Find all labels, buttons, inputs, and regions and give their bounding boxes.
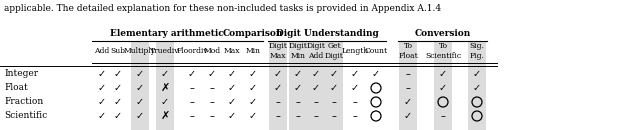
Text: ✓: ✓ <box>312 83 320 93</box>
Text: Length: Length <box>341 47 369 55</box>
Text: Digit
Add: Digit Add <box>307 42 325 60</box>
Text: Comparison: Comparison <box>223 28 283 37</box>
Text: ✓: ✓ <box>136 69 144 79</box>
Text: Scientific: Scientific <box>4 112 47 121</box>
Text: ✓: ✓ <box>473 83 481 93</box>
Text: –: – <box>276 111 280 121</box>
Text: Floordiv: Floordiv <box>176 47 208 55</box>
Text: Integer: Integer <box>4 70 38 79</box>
Text: ✓: ✓ <box>136 97 144 107</box>
Text: ✓: ✓ <box>98 83 106 93</box>
Text: ✓: ✓ <box>98 111 106 121</box>
FancyBboxPatch shape <box>434 41 452 130</box>
Text: Digit Understanding: Digit Understanding <box>276 28 378 37</box>
Text: ✓: ✓ <box>249 69 257 79</box>
Text: –: – <box>332 111 337 121</box>
Text: Min: Min <box>246 47 260 55</box>
Text: ✓: ✓ <box>228 111 236 121</box>
Text: ✓: ✓ <box>274 83 282 93</box>
Text: –: – <box>406 83 410 93</box>
Text: ✓: ✓ <box>404 97 412 107</box>
Text: ✓: ✓ <box>161 69 169 79</box>
Text: ✓: ✓ <box>439 83 447 93</box>
Text: ✓: ✓ <box>188 69 196 79</box>
Text: ✓: ✓ <box>473 69 481 79</box>
FancyBboxPatch shape <box>399 41 417 130</box>
FancyBboxPatch shape <box>307 41 325 130</box>
Text: Fraction: Fraction <box>4 98 44 106</box>
Text: ✓: ✓ <box>404 111 412 121</box>
Text: Multiply: Multiply <box>124 47 156 55</box>
Text: –: – <box>276 97 280 107</box>
Text: applicable. The detailed explanation for these non-included tasks is provided in: applicable. The detailed explanation for… <box>4 4 441 12</box>
Text: –: – <box>406 69 410 79</box>
Text: Elementary arithmetic: Elementary arithmetic <box>110 28 224 37</box>
Text: Truediv: Truediv <box>150 47 180 55</box>
Text: ✓: ✓ <box>372 69 380 79</box>
FancyBboxPatch shape <box>156 41 174 130</box>
Text: Get
Digit: Get Digit <box>324 42 344 60</box>
Text: Digit
Max: Digit Max <box>269 42 287 60</box>
Text: –: – <box>314 111 319 121</box>
Text: ✓: ✓ <box>330 83 338 93</box>
Text: –: – <box>314 97 319 107</box>
Text: –: – <box>353 111 357 121</box>
Text: ✓: ✓ <box>249 97 257 107</box>
Text: ✓: ✓ <box>249 83 257 93</box>
Text: Float: Float <box>4 83 28 93</box>
Text: ✓: ✓ <box>208 69 216 79</box>
Text: ✓: ✓ <box>228 83 236 93</box>
Text: ✓: ✓ <box>351 69 359 79</box>
Text: Conversion: Conversion <box>414 28 470 37</box>
Text: –: – <box>209 83 214 93</box>
Text: ✓: ✓ <box>114 69 122 79</box>
Text: –: – <box>189 83 195 93</box>
Text: ✓: ✓ <box>136 83 144 93</box>
FancyBboxPatch shape <box>289 41 307 130</box>
Text: –: – <box>189 97 195 107</box>
Text: –: – <box>332 97 337 107</box>
Text: Max: Max <box>224 47 240 55</box>
Text: Sub: Sub <box>111 47 125 55</box>
FancyBboxPatch shape <box>131 41 149 130</box>
FancyBboxPatch shape <box>325 41 343 130</box>
Text: Sig.
Fig.: Sig. Fig. <box>470 42 484 60</box>
Text: ✗: ✗ <box>160 111 170 121</box>
Text: –: – <box>209 111 214 121</box>
Text: ✓: ✓ <box>161 97 169 107</box>
Text: ✓: ✓ <box>294 69 302 79</box>
Text: ✓: ✓ <box>98 69 106 79</box>
FancyBboxPatch shape <box>269 41 287 130</box>
Text: Digit
Min: Digit Min <box>289 42 307 60</box>
Text: ✓: ✓ <box>312 69 320 79</box>
Text: ✓: ✓ <box>330 69 338 79</box>
Text: ✓: ✓ <box>114 83 122 93</box>
Text: ✓: ✓ <box>114 111 122 121</box>
Text: ✓: ✓ <box>351 83 359 93</box>
Text: ✗: ✗ <box>160 83 170 93</box>
Text: –: – <box>353 97 357 107</box>
Text: Add: Add <box>94 47 109 55</box>
Text: ✓: ✓ <box>249 111 257 121</box>
Text: To
Float: To Float <box>398 42 418 60</box>
Text: –: – <box>209 97 214 107</box>
Text: ✓: ✓ <box>228 69 236 79</box>
Text: ✓: ✓ <box>98 97 106 107</box>
Text: ✓: ✓ <box>439 69 447 79</box>
Text: ✓: ✓ <box>294 83 302 93</box>
Text: ✓: ✓ <box>274 69 282 79</box>
Text: ✓: ✓ <box>136 111 144 121</box>
Text: Count: Count <box>364 47 388 55</box>
Text: –: – <box>296 97 300 107</box>
Text: –: – <box>440 111 445 121</box>
Text: –: – <box>189 111 195 121</box>
Text: –: – <box>296 111 300 121</box>
Text: To
Scientific: To Scientific <box>425 42 461 60</box>
Text: ✓: ✓ <box>114 97 122 107</box>
Text: ✓: ✓ <box>228 97 236 107</box>
Text: Mod: Mod <box>204 47 221 55</box>
FancyBboxPatch shape <box>468 41 486 130</box>
